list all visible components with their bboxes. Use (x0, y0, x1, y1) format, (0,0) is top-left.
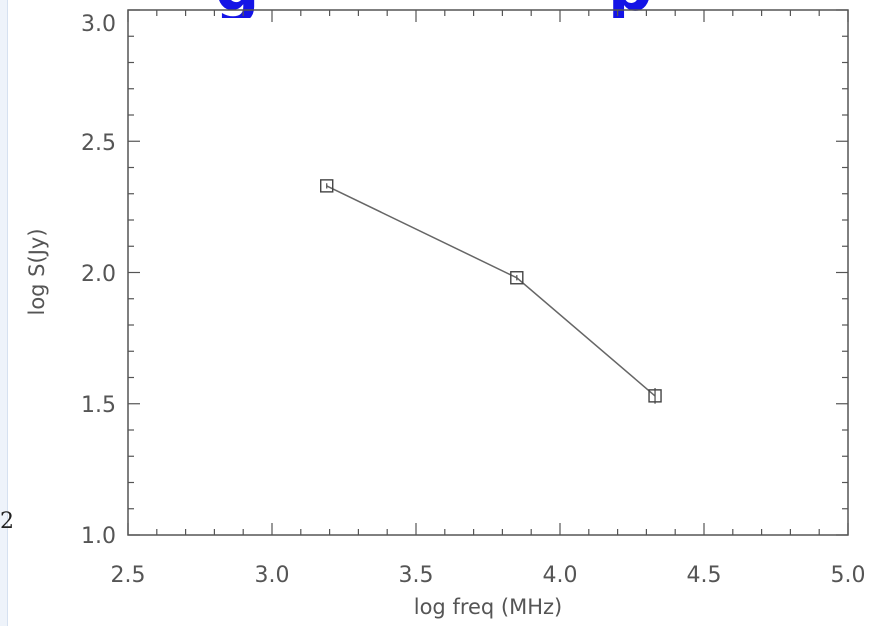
x-axis-label: log freq (MHz) (414, 595, 563, 619)
x-tick-label: 5.0 (831, 563, 866, 588)
y-tick-label: 2.0 (81, 262, 116, 287)
y-tick-label: 2.5 (81, 131, 116, 156)
y-tick-label: 1.0 (81, 524, 116, 549)
y-tick-label: 1.5 (81, 393, 116, 418)
x-tick-label: 3.0 (255, 563, 290, 588)
title-fragment-left: g (215, 0, 259, 18)
data-point (510, 271, 524, 285)
plot-frame (127, 9, 849, 536)
x-tick-label: 4.0 (543, 563, 578, 588)
y-tick-labels: 1.0 1.5 2.0 2.5 3.0 (81, 12, 116, 549)
title-fragment: g p (150, 0, 760, 18)
series-line (326, 185, 656, 397)
x-tick-label: 2.5 (111, 563, 146, 588)
tick-marks (127, 9, 849, 536)
y-axis-label: log S(Jy) (25, 228, 49, 315)
data-point (320, 179, 334, 193)
x-tick-labels: 2.5 3.0 3.5 4.0 4.5 5.0 (111, 563, 866, 588)
y-tick-label: 3.0 (81, 12, 116, 37)
x-tick-label: 4.5 (687, 563, 722, 588)
x-tick-label: 3.5 (399, 563, 434, 588)
left-panel-edge (0, 0, 8, 626)
data-point (648, 388, 662, 404)
stray-character: 2 (0, 509, 14, 534)
data-points (320, 179, 662, 404)
title-fragment-right: p (608, 0, 652, 18)
